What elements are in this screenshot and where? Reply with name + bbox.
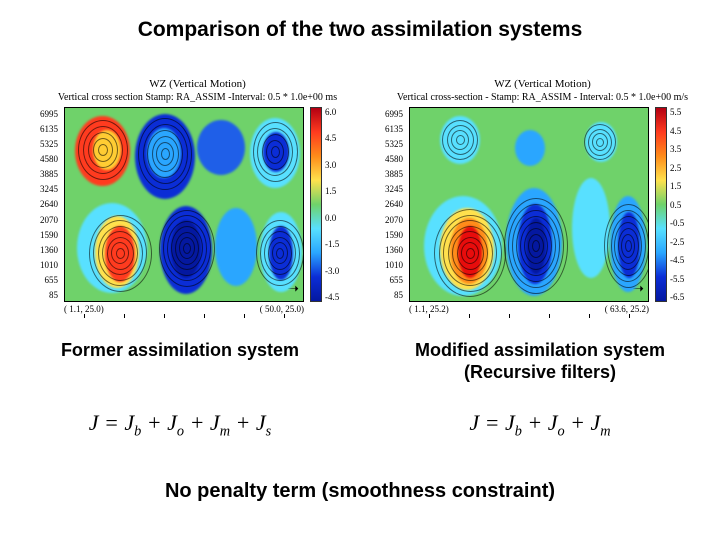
contour-line <box>604 204 650 288</box>
ytick-label: 1590 <box>385 230 403 240</box>
right-x-right: ( 63.6, 25.2) <box>605 304 649 314</box>
colorbar-label: -4.5 <box>670 255 684 265</box>
contour-line <box>584 124 616 160</box>
left-plot-wrap: 6995 6135 5325 4580 3885 3245 2640 2070 1590 1360… <box>40 107 355 314</box>
ytick-label: 4580 <box>385 154 403 164</box>
ytick-label: 2640 <box>40 199 58 209</box>
colorbar-label: -4.5 <box>325 292 339 302</box>
right-caption-line2: (Recursive filters) <box>464 362 616 382</box>
contour-fill <box>572 178 610 278</box>
ytick-label: 6135 <box>40 124 58 134</box>
ytick-label: 3885 <box>40 169 58 179</box>
panel-left: WZ (Vertical Motion) Vertical cross sect… <box>40 78 355 314</box>
colorbar-label: -5.5 <box>670 274 684 284</box>
ytick-label: 3245 <box>40 184 58 194</box>
colorbar-label: 3.0 <box>325 160 339 170</box>
right-yaxis-ticks: 6995 6135 5325 4580 3885 3245 2640 2070 1590 1360… <box>385 107 403 302</box>
ytick-label: 3245 <box>385 184 403 194</box>
left-plot-area: ➝ <box>64 107 304 302</box>
ytick-label: 655 <box>40 275 58 285</box>
colorbar-label: -0.5 <box>670 218 684 228</box>
contour-line <box>434 209 506 297</box>
panel-right: WZ (Vertical Motion) Vertical cross-sect… <box>385 78 700 314</box>
contour-fill <box>215 208 257 286</box>
right-xaxis-labels: ( 1.1, 25.2) ( 63.6, 25.2) <box>409 304 649 314</box>
colorbar-label: -6.5 <box>670 292 684 302</box>
colorbar-label: 0.5 <box>670 200 684 210</box>
ytick-label: 85 <box>40 290 58 300</box>
contour-fill <box>515 130 545 166</box>
ytick-label: 1590 <box>40 230 58 240</box>
left-xticks <box>64 314 304 318</box>
right-plot-title-2: Vertical cross-section - Stamp: RA_ASSIM… <box>385 92 700 103</box>
ytick-label: 2640 <box>385 199 403 209</box>
right-plot-title-1: WZ (Vertical Motion) <box>385 78 700 90</box>
right-colorbar <box>655 107 667 302</box>
contour-line <box>442 120 478 160</box>
right-formula: J = Jb + Jo + Jm <box>360 410 720 440</box>
left-x-right: ( 50.0, 25.0) <box>260 304 304 314</box>
panels-row: WZ (Vertical Motion) Vertical cross sect… <box>40 78 700 314</box>
formula-row: J = Jb + Jo + Jm + Js J = Jb + Jo + Jm <box>0 410 720 440</box>
left-plot-title-1: WZ (Vertical Motion) <box>40 78 355 90</box>
colorbar-label: 5.5 <box>670 107 684 117</box>
ytick-label: 2070 <box>40 215 58 225</box>
right-xticks <box>409 314 649 318</box>
right-colorbar-labels: 5.5 4.5 3.5 2.5 1.5 0.5 -0.5 -2.5 -4.5 -5.5 -6.5 <box>667 107 684 302</box>
ytick-label: 85 <box>385 290 403 300</box>
ytick-label: 4580 <box>40 154 58 164</box>
colorbar-label: 0.0 <box>325 213 339 223</box>
ytick-label: 1010 <box>40 260 58 270</box>
contour-line <box>159 210 215 287</box>
contour-line <box>138 118 192 190</box>
left-x-left: ( 1.1, 25.0) <box>64 304 104 314</box>
colorbar-label: 4.5 <box>670 126 684 136</box>
left-caption: Former assimilation system <box>0 340 360 383</box>
colorbar-label: -2.5 <box>670 237 684 247</box>
right-caption-line1: Modified assimilation system <box>415 340 665 360</box>
ytick-label: 6135 <box>385 124 403 134</box>
right-caption: Modified assimilation system (Recursive … <box>360 340 720 383</box>
colorbar-label: 1.5 <box>325 186 339 196</box>
colorbar-label: 6.0 <box>325 107 339 117</box>
contour-line <box>256 220 304 286</box>
contour-line <box>253 122 298 182</box>
colorbar-label: 4.5 <box>325 133 339 143</box>
left-colorbar-labels: 6.0 4.5 3.0 1.5 0.0 -1.5 -3.0 -4.5 <box>322 107 339 302</box>
colorbar-label: -1.5 <box>325 239 339 249</box>
ytick-label: 1360 <box>40 245 58 255</box>
ytick-label: 6995 <box>385 109 403 119</box>
contour-line <box>78 120 128 180</box>
ytick-label: 1360 <box>385 245 403 255</box>
ytick-label: 1010 <box>385 260 403 270</box>
colorbar-label: -3.0 <box>325 266 339 276</box>
footer-text: No penalty term (smoothness constraint) <box>0 480 720 503</box>
ytick-label: 2070 <box>385 215 403 225</box>
colorbar-label: 2.5 <box>670 163 684 173</box>
colorbar-label: 3.5 <box>670 144 684 154</box>
ytick-label: 3885 <box>385 169 403 179</box>
ytick-label: 5325 <box>385 139 403 149</box>
left-xaxis-labels: ( 1.1, 25.0) ( 50.0, 25.0) <box>64 304 304 314</box>
colorbar-label: 1.5 <box>670 181 684 191</box>
caption-row: Former assimilation system Modified assi… <box>0 340 720 383</box>
right-x-left: ( 1.1, 25.2) <box>409 304 449 314</box>
contour-line <box>89 215 152 292</box>
ytick-label: 6995 <box>40 109 58 119</box>
ytick-label: 655 <box>385 275 403 285</box>
left-plot-title-2: Vertical cross section Stamp: RA_ASSIM -… <box>40 92 355 103</box>
left-formula: J = Jb + Jo + Jm + Js <box>0 410 360 440</box>
right-plot-area: ➝ <box>409 107 649 302</box>
right-plot-wrap: 6995 6135 5325 4580 3885 3245 2640 2070 1590 1360… <box>385 107 700 314</box>
contour-fill <box>197 120 245 175</box>
contour-line <box>504 198 568 294</box>
left-colorbar <box>310 107 322 302</box>
page-title: Comparison of the two assimilation syste… <box>0 18 720 42</box>
ytick-label: 5325 <box>40 139 58 149</box>
left-yaxis-ticks: 6995 6135 5325 4580 3885 3245 2640 2070 1590 1360… <box>40 107 58 302</box>
